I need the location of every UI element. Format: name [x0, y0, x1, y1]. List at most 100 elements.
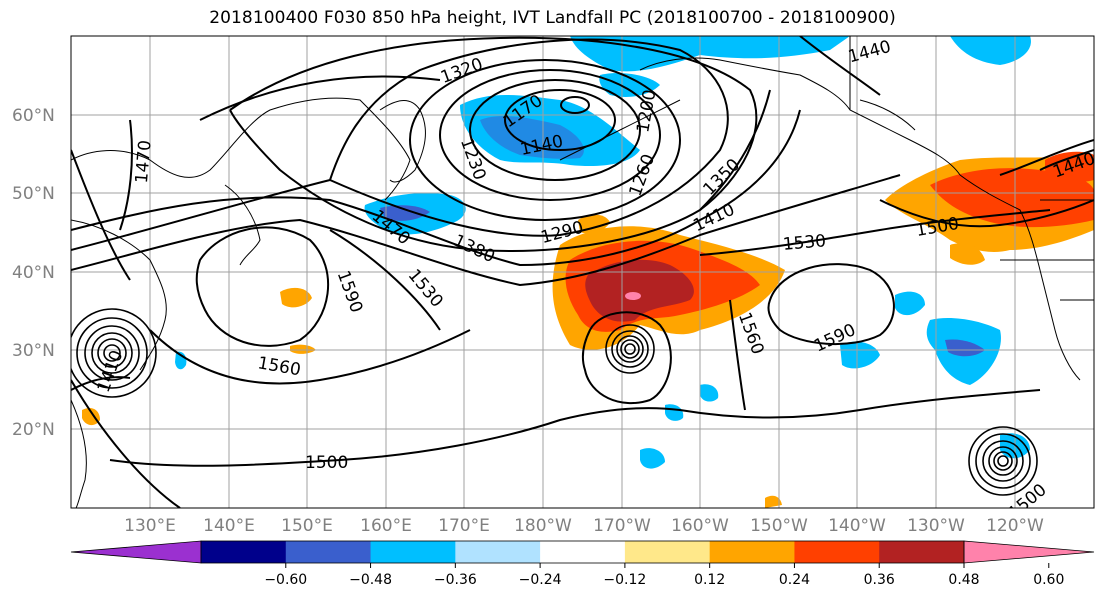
contour-1440-ne [1039, 149, 1094, 171]
colorbar-segment [370, 541, 456, 563]
contour-low-1200 [469, 79, 641, 181]
lon-label: 130°E [124, 516, 176, 536]
lon-label: 160°W [671, 516, 729, 536]
ivt-positive-patch-c [950, 243, 985, 265]
coastlines [71, 36, 1094, 508]
ivt-negative-core-band [380, 205, 430, 221]
lon-label: 150°W [750, 516, 808, 536]
colorbar-extend-min [70, 540, 202, 564]
colorbar-outline [200, 540, 965, 564]
contour-1290 [71, 38, 729, 251]
lon-label: 170°W [593, 516, 651, 536]
contour-1350 [199, 75, 771, 211]
ivt-negative-region-top-right [950, 36, 1031, 65]
figure-title: 2018100400 F030 850 hPa height, IVT Land… [209, 8, 896, 28]
contour-low-1140 [560, 96, 590, 114]
contour-1470 [71, 119, 133, 281]
ivt-negative-patch-a [840, 341, 880, 369]
latitude-labels: 60°N 50°N 40°N 30°N 20°N [12, 106, 55, 440]
colorbar-segment [879, 541, 965, 563]
coast-na-interior [1000, 259, 1094, 301]
colorbar-tick-label: 0.36 [864, 572, 895, 588]
ivt-negative-patch-b [895, 291, 925, 316]
colorbar-extend-max [963, 540, 1095, 564]
coast-kamchatka [379, 100, 426, 183]
gridlines [71, 36, 1094, 508]
coast-korea-china [71, 219, 167, 371]
ivt-positive-patch-f [82, 408, 100, 426]
coast-aleutians [559, 99, 681, 161]
colorbar-tick-label: −0.12 [603, 572, 646, 588]
lat-label: 30°N [12, 341, 55, 361]
colorbar-segment [455, 541, 541, 563]
contour-label: 1530 [782, 231, 827, 255]
lat-label: 40°N [12, 263, 55, 283]
lon-label: 150°E [281, 516, 333, 536]
coast-japan [224, 184, 261, 266]
coast-philippines [71, 399, 87, 508]
coast-alaska [639, 57, 961, 176]
colorbar-segment [709, 541, 795, 563]
contour-central-low-outer [581, 311, 672, 405]
contour-low-1170 [504, 89, 616, 151]
ivt-negative-region-top [570, 36, 850, 72]
ivt-negative-patch-f [700, 384, 719, 402]
ivt-negative-patch-c [640, 448, 665, 469]
contour-1500-north [879, 199, 1094, 228]
colorbar-tick-label: 0.12 [694, 572, 725, 588]
lon-label: 140°E [203, 516, 255, 536]
lat-label: 50°N [12, 184, 55, 204]
colorbar-segment [540, 541, 626, 563]
colorbar-tick-label: −0.60 [264, 572, 307, 588]
colorbar-segment [285, 541, 372, 563]
lon-label: 160°E [360, 516, 412, 536]
ivt-positive-patch-g [765, 495, 782, 508]
contour-1590-east [767, 263, 895, 345]
ivt-positive-patch-e [290, 344, 316, 354]
longitude-labels: 130°E 140°E 150°E 160°E 170°E 180°W 170°… [124, 516, 1044, 536]
ivt-positive-peak [625, 292, 641, 300]
closed-lows [71, 308, 1038, 496]
coast-asia [71, 97, 411, 201]
colorbar-tick-label: −0.48 [349, 572, 392, 588]
lat-label: 60°N [12, 106, 55, 126]
ivt-shading [82, 36, 1094, 508]
contour-low-1230 [439, 69, 661, 201]
contour-1380 [71, 109, 801, 267]
colorbar-tick-label: −0.24 [519, 572, 562, 588]
contour-1410 [71, 174, 901, 287]
coast-alaska-south [859, 99, 916, 131]
colorbar-tick-label: 0.48 [948, 572, 979, 588]
ivt-positive-core-2 [585, 259, 694, 322]
colorbar-segment [794, 541, 880, 563]
contour-label: 1470 [132, 139, 156, 184]
colorbar: −0.60 −0.48 −0.36 −0.24 −0.12 0.12 0.24 0.36 0.4… [70, 540, 1095, 588]
lon-label: 120°W [986, 516, 1044, 536]
colorbar-tick-label: 0.24 [779, 572, 810, 588]
contour-label: 1500 [305, 453, 348, 473]
height-contours [71, 36, 1094, 508]
colorbar-segment [201, 541, 287, 563]
ivt-negative-core-east [945, 339, 985, 357]
contour-1560 [149, 299, 746, 411]
colorbar-tick-label: −0.36 [434, 572, 477, 588]
plot-border [70, 35, 1095, 509]
lon-label: 140°W [828, 516, 886, 536]
colorbar-segment [624, 541, 711, 563]
coast-na-west [959, 174, 1081, 381]
lat-label: 20°N [12, 420, 55, 440]
contour-1440 [799, 36, 1094, 176]
contour-outer-south [71, 379, 181, 508]
lon-label: 130°W [907, 516, 965, 536]
contour-1590-west [195, 226, 330, 347]
contour-1320 [229, 36, 758, 252]
lon-label: 180°W [514, 516, 572, 536]
lon-label: 170°E [438, 516, 490, 536]
ivt-positive-patch-d [280, 287, 312, 308]
contour-low-1260 [409, 59, 681, 221]
ivt-positive-patch-b [1045, 151, 1094, 182]
colorbar-tick-label: 0.60 [1033, 572, 1064, 588]
contour-1500-south [109, 389, 1041, 467]
contour-1530 [329, 209, 1051, 331]
